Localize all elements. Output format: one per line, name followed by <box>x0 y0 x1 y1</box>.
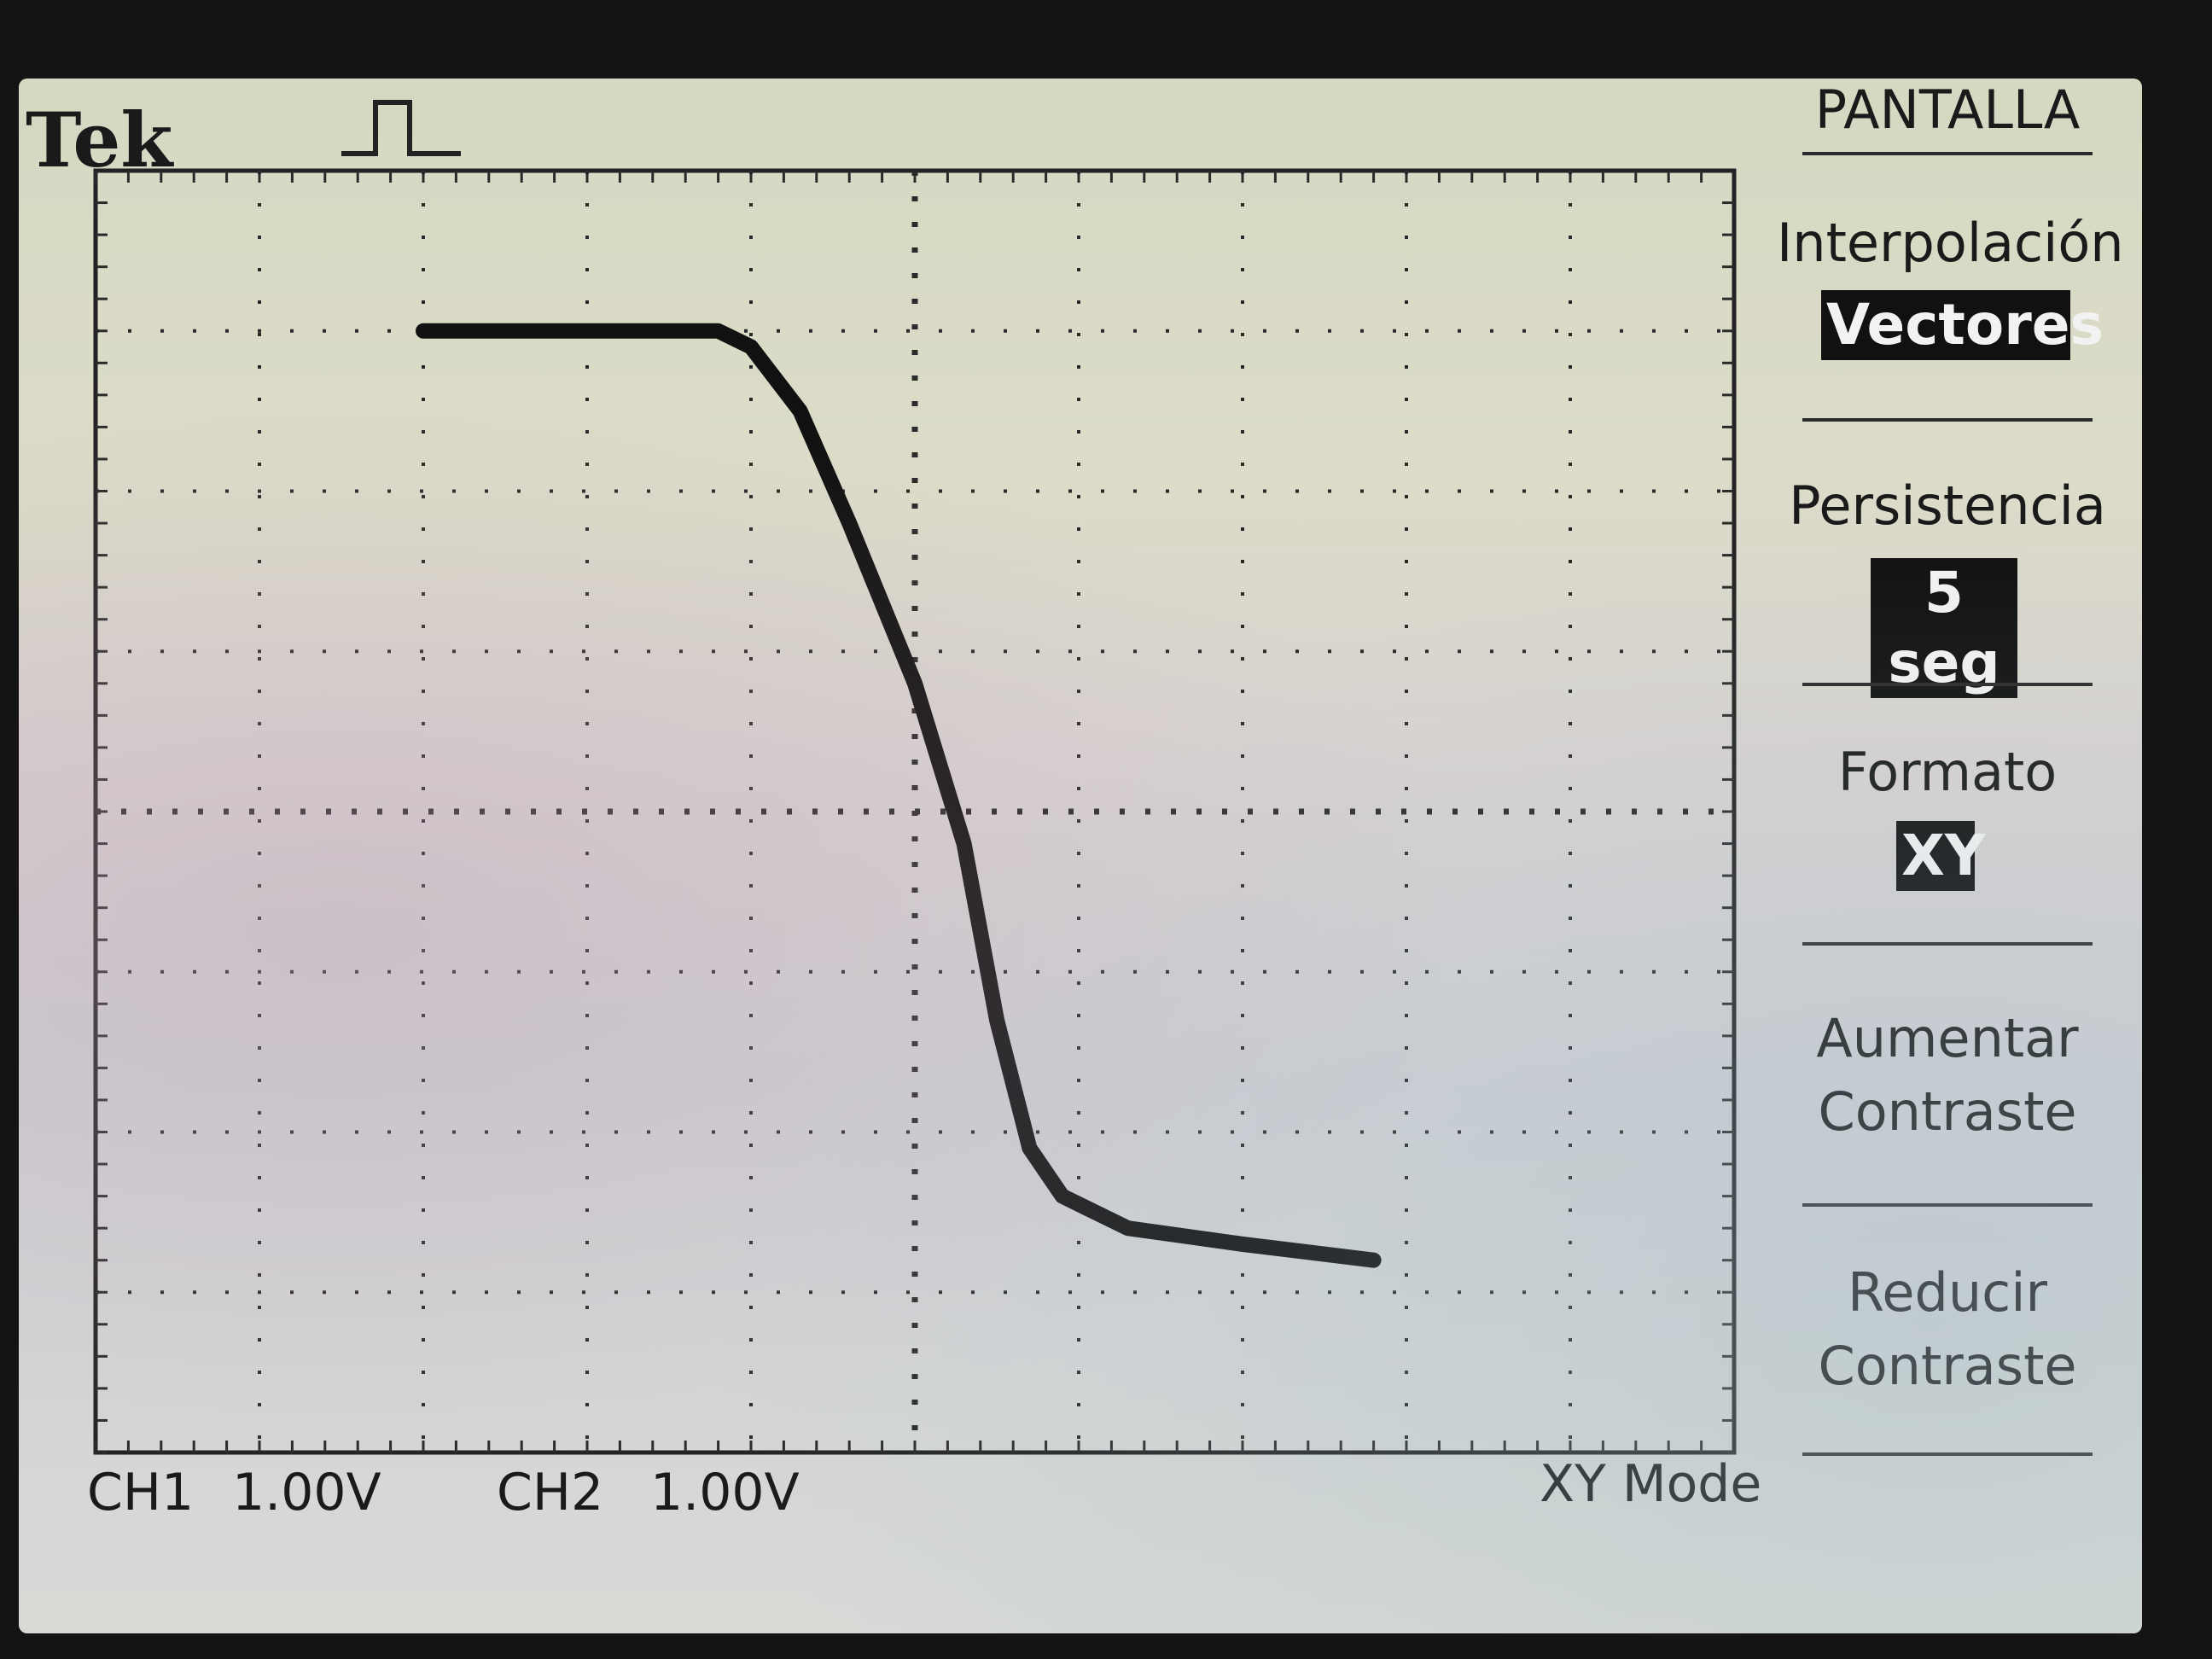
menu-item-label-line1: Reducir <box>1848 1261 2047 1324</box>
menu-item-label: Interpolación <box>1777 212 2124 274</box>
menu-item-label: Formato <box>1837 741 2058 803</box>
ch1-scale: 1.00V <box>232 1463 381 1522</box>
menu-divider <box>1802 418 2093 422</box>
oscilloscope-screen: Tek CH1 1.00V CH2 1.00V XY Mode PANTALLA… <box>19 79 2142 1633</box>
menu-divider <box>1802 1452 2093 1456</box>
xy-mode-label: XY Mode <box>1540 1454 1762 1514</box>
ch2-scale: 1.00V <box>650 1463 800 1522</box>
ch1-label: CH1 <box>87 1463 195 1522</box>
menu-item-value: Vectores <box>1821 290 2104 360</box>
graticule <box>93 168 1737 1455</box>
menu-item-value: 5 seg <box>1871 558 2017 698</box>
menu-divider <box>1802 683 2093 686</box>
menu-divider <box>1802 152 2093 155</box>
xy-trace <box>416 323 1382 1268</box>
pulse-icon <box>341 100 461 156</box>
menu-divider <box>1802 1203 2093 1207</box>
menu-item-label-line2: Contraste <box>1818 1335 2077 1397</box>
menu-divider <box>1802 942 2093 946</box>
menu-item-label-line1: Aumentar <box>1816 1007 2079 1069</box>
menu-item-value: XY <box>1896 821 1986 891</box>
ch2-label: CH2 <box>497 1463 604 1522</box>
menu-title: PANTALLA <box>1814 79 2081 141</box>
menu-item-label: Persistencia <box>1789 474 2106 537</box>
waveform-plot <box>93 168 1737 1455</box>
menu-item-label-line2: Contraste <box>1818 1080 2077 1143</box>
